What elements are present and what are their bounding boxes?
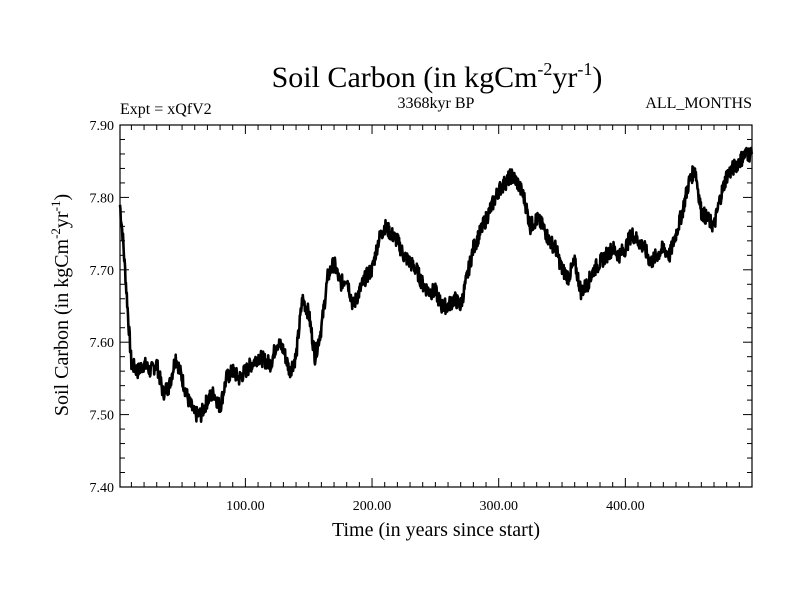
axis-ticks	[120, 125, 752, 487]
x-tick-label: 300.00	[479, 499, 518, 514]
y-axis-label: Soil Carbon (in kgCm-2yr-1)	[48, 194, 73, 416]
y-axis-label-main: Soil Carbon (in kgCm	[51, 238, 73, 416]
period-label: 3368kyr BP	[398, 95, 475, 112]
x-tick-label: 100.00	[226, 499, 265, 514]
axis-tick-labels: 100.00 200.00 300.00 400.00 7.40 7.50 7.60 7.70…	[90, 119, 645, 514]
soil-carbon-series-line	[118, 146, 754, 424]
chart-title-end: )	[592, 61, 602, 94]
y-tick-label: 7.50	[90, 409, 115, 424]
months-label: ALL_MONTHS	[645, 95, 752, 112]
y-axis-label-mid: yr	[51, 211, 73, 228]
chart-title-sup1: -2	[537, 59, 552, 79]
y-axis-label-sup2: -1	[48, 201, 63, 212]
x-tick-label: 200.00	[353, 499, 392, 514]
x-axis-label: Time (in years since start)	[332, 519, 540, 541]
plot-frame	[119, 124, 753, 488]
y-tick-label: 7.60	[90, 336, 115, 351]
y-tick-label: 7.80	[90, 191, 115, 206]
y-tick-label: 7.90	[90, 119, 115, 134]
x-tick-label: 400.00	[606, 499, 645, 514]
chart-title-mid: yr	[552, 61, 577, 94]
y-tick-label: 7.40	[90, 481, 115, 496]
chart-title-main: Soil Carbon (in kgCm	[272, 61, 538, 94]
chart-title: Soil Carbon (in kgCm-2yr-1)	[272, 59, 603, 94]
y-axis-label-sup1: -2	[48, 228, 63, 239]
y-axis-label-end: )	[51, 194, 73, 201]
chart-title-sup2: -1	[577, 59, 592, 79]
experiment-label: Expt = xQfV2	[120, 101, 212, 118]
y-tick-label: 7.70	[90, 264, 115, 279]
